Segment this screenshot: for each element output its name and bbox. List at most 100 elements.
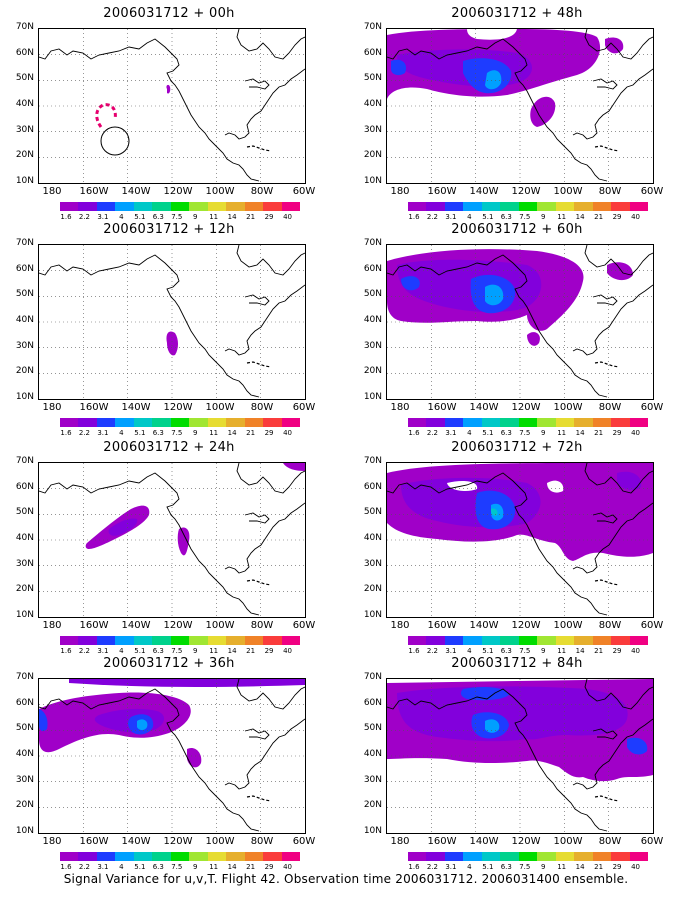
colorbar-swatch — [207, 852, 227, 861]
coastline — [224, 502, 305, 574]
colorbar-swatch — [481, 852, 501, 861]
lon-tick-label: 160W — [427, 836, 457, 847]
colorbar-swatch — [426, 202, 445, 211]
coastline — [236, 463, 305, 494]
panel-title: 2006031712 + 12h — [103, 222, 235, 237]
colorbar-label: 3.1 — [97, 213, 109, 221]
colorbar-label: 14 — [575, 429, 585, 437]
colorbar-label: 11 — [209, 863, 219, 871]
coastline — [594, 361, 620, 368]
colorbar-label: 7.5 — [519, 647, 531, 655]
colorbar-label: 40 — [631, 863, 640, 871]
colorbar-label: 5.1 — [482, 429, 494, 437]
lon-tick-label: 160W — [79, 620, 109, 631]
colorbar — [60, 202, 301, 211]
lon-tick-label: 180 — [42, 620, 62, 631]
map-plot-area — [38, 462, 306, 618]
coastline — [387, 472, 608, 616]
coastline — [224, 284, 305, 356]
lat-tick-label: 60N — [363, 47, 382, 58]
lat-tick-label: 10N — [15, 610, 34, 620]
lon-tick-label: 120W — [511, 836, 541, 847]
colorbar-label: 7.5 — [519, 863, 531, 871]
colorbar-label: 3.1 — [445, 213, 457, 221]
colorbar-label: 6.3 — [500, 429, 512, 437]
variance-contour — [527, 332, 540, 346]
colorbar-swatch — [481, 636, 501, 645]
map-svg — [387, 29, 653, 183]
colorbar-label: 21 — [246, 863, 256, 871]
colorbar-swatch — [152, 418, 171, 427]
colorbar-swatch — [592, 636, 612, 645]
colorbar-swatch — [500, 202, 519, 211]
variance-contour — [530, 96, 556, 127]
lat-tick-label: 60N — [363, 481, 382, 492]
colorbar-swatch — [263, 202, 282, 211]
lat-tick-label: 30N — [15, 774, 34, 785]
lon-tick-label: 100W — [553, 186, 583, 197]
colorbar-swatch — [518, 636, 538, 645]
lon-tick-label: 60W — [292, 186, 316, 197]
lat-tick-label: 10N — [363, 176, 382, 186]
colorbar-label: 40 — [283, 647, 292, 655]
colorbar-label: 9 — [540, 647, 546, 655]
lat-tick-label: 60N — [15, 481, 34, 492]
lon-tick-label: 80W — [598, 186, 622, 197]
panel-title: 2006031712 + 36h — [103, 656, 235, 671]
coastline — [572, 502, 653, 574]
colorbar-label: 7.5 — [171, 647, 183, 655]
coastline — [592, 512, 618, 524]
colorbar-swatch — [115, 636, 134, 645]
colorbar-swatch — [152, 202, 171, 211]
colorbar-swatch — [408, 636, 427, 645]
lon-tick-label: 80W — [250, 402, 274, 413]
lat-tick-label: 70N — [15, 238, 34, 248]
lon-tick-label: 100W — [553, 620, 583, 631]
lat-tick-label: 20N — [363, 366, 382, 377]
lat-tick-label: 50N — [15, 507, 34, 518]
colorbar-label: 14 — [575, 863, 585, 871]
colorbar-label: 11 — [557, 213, 567, 221]
map-panel: 2006031712 + 48h 70N 60N 50N 40N 30N 20N 10N 180… — [352, 6, 682, 224]
variance-contour — [108, 518, 138, 536]
coastline — [246, 145, 272, 152]
colorbar-swatch — [629, 852, 649, 861]
colorbar-swatch — [611, 636, 630, 645]
lat-tick-label: 40N — [15, 99, 34, 109]
colorbar-swatch — [629, 418, 649, 427]
colorbar-label: 3.1 — [445, 429, 457, 437]
colorbar-label: 4 — [467, 863, 472, 871]
variance-contour — [460, 687, 509, 701]
coastline — [244, 512, 270, 524]
map-plot-area — [38, 28, 306, 184]
coastline — [584, 679, 653, 710]
colorbar-label: 2.2 — [426, 863, 439, 871]
colorbar-label: 2.2 — [78, 213, 91, 221]
coastline — [572, 284, 653, 356]
colorbar-label: 2.2 — [426, 429, 439, 437]
coastline — [572, 718, 653, 790]
colorbar-swatch — [170, 852, 190, 861]
colorbar — [408, 202, 649, 211]
colorbar — [60, 852, 301, 861]
coastline — [584, 245, 653, 276]
colorbar-label: 1.6 — [60, 429, 72, 437]
lat-tick-label: 40N — [363, 749, 382, 759]
colorbar-swatch — [592, 418, 612, 427]
colorbar — [408, 636, 649, 645]
lon-tick-label: 160W — [79, 836, 109, 847]
colorbar-label: 3.1 — [445, 647, 457, 655]
coastline — [39, 38, 260, 182]
colorbar-swatch — [537, 852, 556, 861]
lon-tick-label: 100W — [553, 836, 583, 847]
colorbar-swatch — [611, 202, 630, 211]
colorbar-swatch — [244, 202, 264, 211]
lat-tick-label: 60N — [363, 697, 382, 708]
lat-tick-label: 20N — [15, 584, 34, 595]
colorbar-label: 9 — [192, 863, 198, 871]
lat-tick-label: 50N — [15, 289, 34, 300]
colorbar-label: 21 — [594, 429, 604, 437]
colorbar-swatch — [207, 202, 227, 211]
colorbar-swatch — [60, 202, 79, 211]
lat-tick-label: 70N — [15, 22, 34, 32]
